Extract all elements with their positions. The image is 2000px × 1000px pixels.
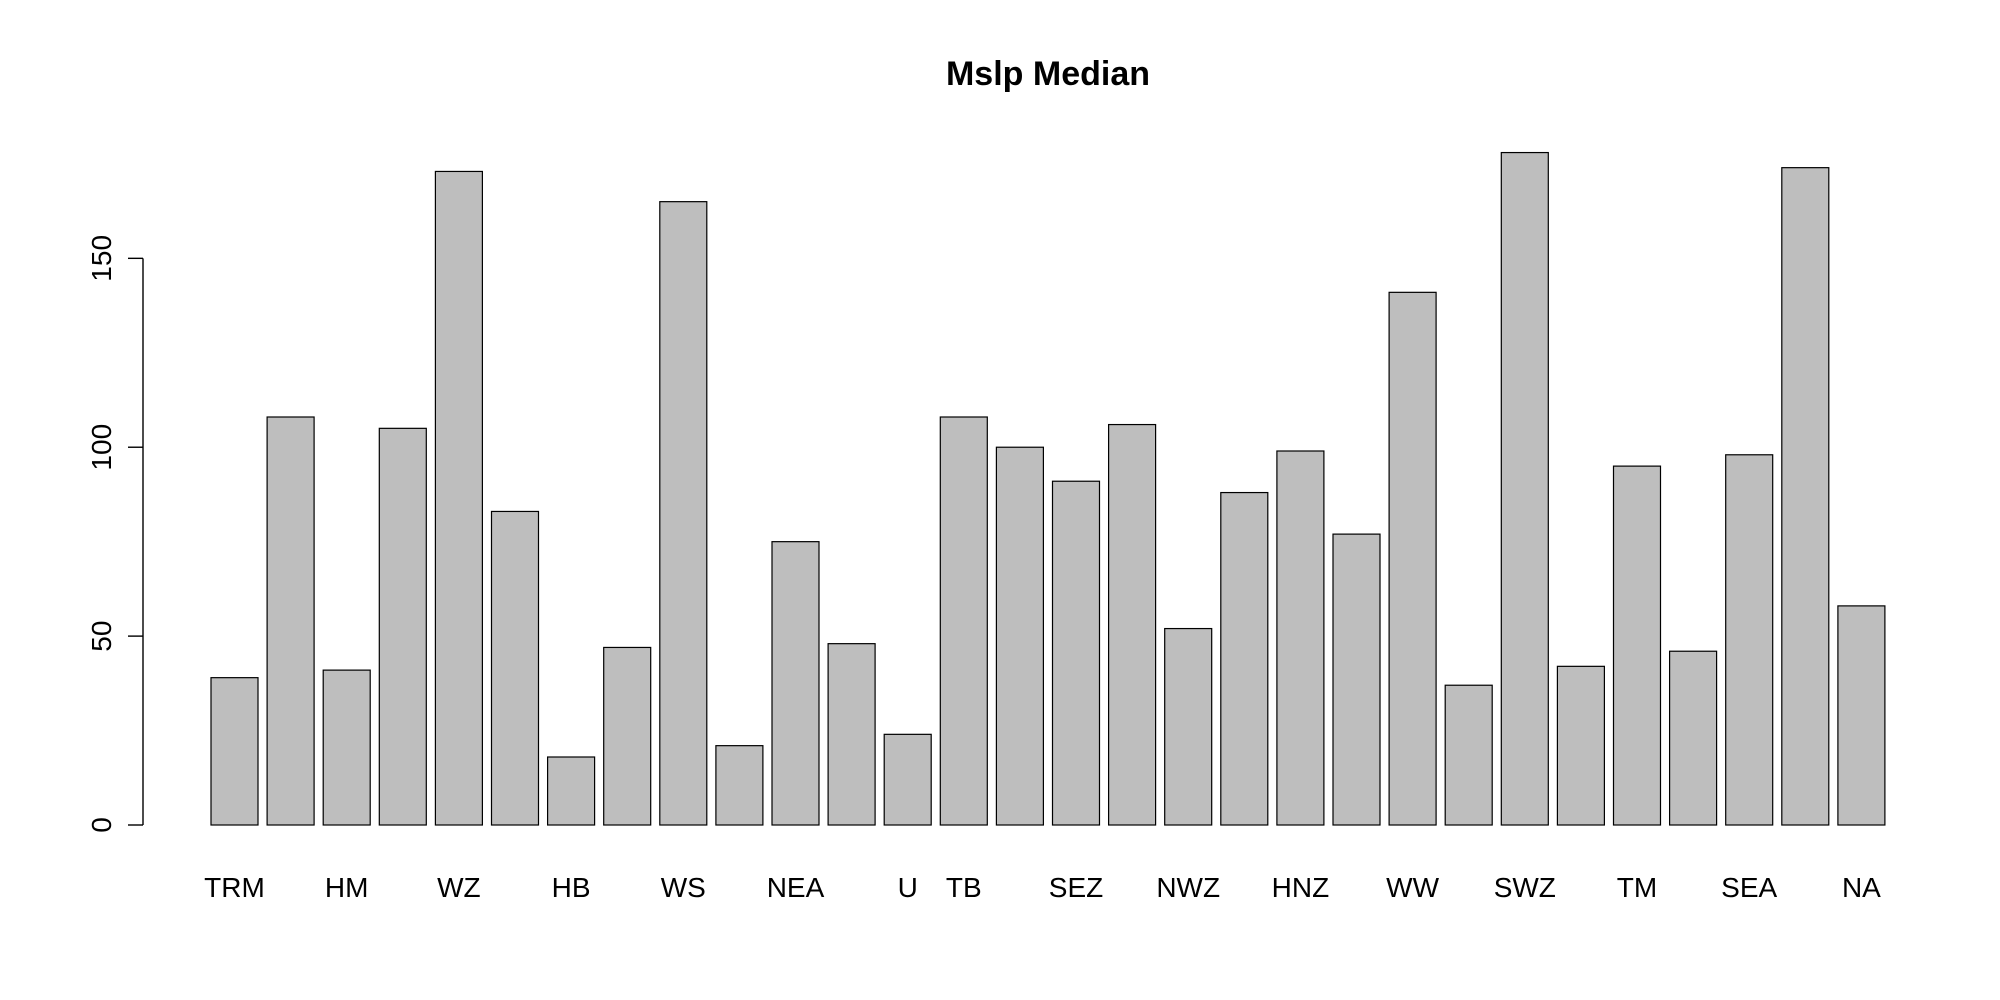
y-axis: 0 50 100 150 <box>86 235 144 833</box>
bar <box>1725 454 1774 826</box>
bar <box>603 646 652 826</box>
bar <box>434 170 483 826</box>
y-tick-label: 50 <box>86 621 117 652</box>
bar <box>1837 605 1886 826</box>
x-category-label: TM <box>1617 872 1657 903</box>
bar <box>210 677 259 826</box>
x-category-label: WS <box>661 872 706 903</box>
bar <box>995 446 1045 826</box>
bar <box>1388 291 1437 826</box>
x-category-label: NA <box>1842 872 1881 903</box>
bar <box>1500 151 1549 826</box>
x-category-label: HNZ <box>1272 872 1330 903</box>
bar <box>1220 491 1269 826</box>
y-tick-label: 150 <box>86 235 117 282</box>
bar <box>771 541 820 826</box>
x-category-label: WW <box>1386 872 1439 903</box>
bar <box>939 416 988 826</box>
bar <box>1781 167 1830 826</box>
x-category-label: TB <box>946 872 982 903</box>
bar <box>546 756 596 826</box>
bar <box>1051 480 1101 826</box>
chart-title: Mslp Median <box>946 55 1150 93</box>
bar <box>1276 450 1325 826</box>
bar <box>883 733 932 826</box>
bar <box>490 510 540 826</box>
y-tick-label: 0 <box>86 817 117 833</box>
x-category-label: SWZ <box>1494 872 1556 903</box>
x-category-label: WZ <box>437 872 481 903</box>
x-category-label: HB <box>552 872 591 903</box>
x-category-label: SEA <box>1721 872 1777 903</box>
bar <box>1668 650 1718 826</box>
bar <box>827 643 876 826</box>
bar <box>266 416 315 826</box>
bar <box>322 669 371 826</box>
bar <box>1444 684 1493 826</box>
y-tick-label: 100 <box>86 424 117 471</box>
bar <box>1164 627 1213 826</box>
x-category-label: NWZ <box>1156 872 1220 903</box>
bar <box>1107 423 1157 826</box>
bar <box>1556 665 1606 826</box>
bar <box>1612 465 1662 826</box>
bars <box>210 151 1886 826</box>
x-category-label: TRM <box>204 872 265 903</box>
x-axis-labels: TRM HM WZ HB WS NEA U TB SEZ NWZ HNZ WW SWZ TM SEA NA <box>204 872 1881 903</box>
x-category-label: SEZ <box>1049 872 1103 903</box>
bar <box>715 745 764 826</box>
bar <box>659 201 708 826</box>
x-category-label: U <box>898 872 918 903</box>
bar <box>378 427 427 826</box>
x-category-label: HM <box>325 872 369 903</box>
x-category-label: NEA <box>767 872 825 903</box>
bar <box>1332 533 1381 826</box>
